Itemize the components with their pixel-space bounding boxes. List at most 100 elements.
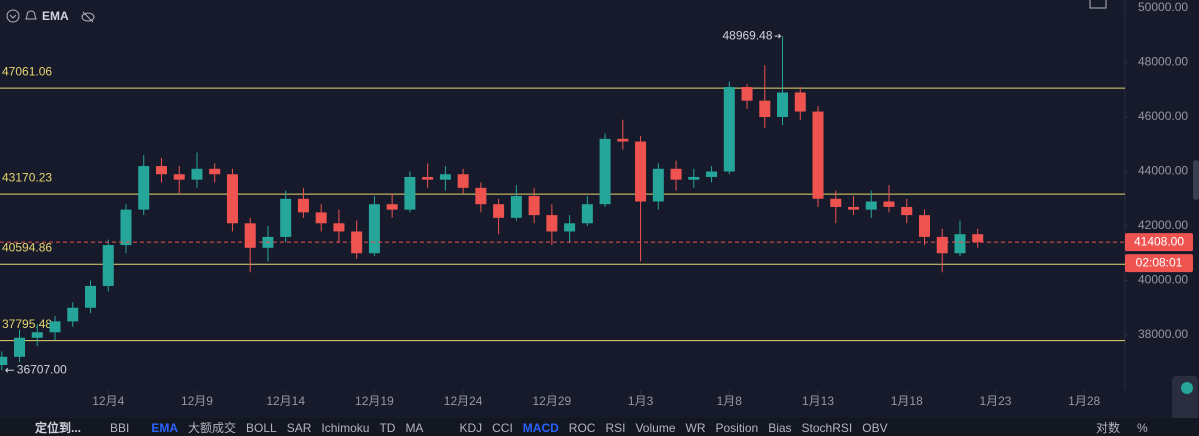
indicator-button[interactable]: 大额成交 bbox=[188, 420, 236, 435]
candle-body bbox=[155, 166, 167, 175]
collapse-arrow bbox=[9, 14, 17, 19]
price-level-label: 43170.23 bbox=[2, 170, 52, 184]
y-tick-label: 40000.00 bbox=[1138, 273, 1188, 287]
x-tick-label: 12月19 bbox=[355, 394, 394, 408]
percent-toggle[interactable]: % bbox=[1137, 421, 1148, 435]
candle-body bbox=[315, 212, 327, 224]
candle-body bbox=[333, 223, 345, 232]
price-level-label: 37795.48 bbox=[2, 317, 52, 331]
candle-body bbox=[209, 168, 221, 175]
x-tick-label: 12月14 bbox=[266, 394, 305, 408]
indicator-button[interactable]: TD bbox=[379, 421, 395, 435]
indicator-label[interactable]: EMA bbox=[42, 9, 69, 23]
candle-body bbox=[49, 321, 61, 333]
toolbar bbox=[0, 418, 1199, 436]
candle-body bbox=[830, 198, 842, 207]
candle-body bbox=[688, 176, 700, 180]
x-tick-label: 1月28 bbox=[1068, 394, 1100, 408]
x-tick-label: 1月23 bbox=[979, 394, 1011, 408]
indicator-button[interactable]: Ichimoku bbox=[321, 421, 369, 435]
y-tick-label: 42000.00 bbox=[1138, 218, 1188, 232]
countdown-label: 02:08:01 bbox=[1136, 255, 1183, 269]
candle-body bbox=[191, 168, 203, 180]
candle-body bbox=[652, 168, 664, 202]
candle-body bbox=[102, 245, 114, 286]
candle-body bbox=[812, 111, 824, 199]
candle-body bbox=[173, 174, 185, 180]
locate-button[interactable]: 定位到... bbox=[35, 420, 81, 435]
indicator-button[interactable]: WR bbox=[686, 421, 706, 435]
x-tick-label: 12月29 bbox=[533, 394, 572, 408]
candle-body bbox=[599, 138, 611, 205]
candle-body bbox=[226, 174, 238, 224]
candle-body bbox=[901, 206, 913, 216]
candle-body bbox=[67, 307, 79, 322]
indicator-button[interactable]: MA bbox=[405, 421, 423, 435]
candle-body bbox=[351, 231, 363, 254]
indicator-button[interactable]: BOLL bbox=[246, 421, 277, 435]
candle-body bbox=[457, 174, 469, 188]
indicator-button[interactable]: OBV bbox=[862, 421, 887, 435]
candle-body bbox=[794, 92, 806, 112]
indicator-button[interactable]: Bias bbox=[768, 421, 791, 435]
candle-body bbox=[493, 204, 505, 218]
indicator-button[interactable]: Volume bbox=[635, 421, 675, 435]
hide-icon-slash bbox=[82, 11, 94, 23]
indicator-button[interactable]: RSI bbox=[605, 421, 625, 435]
candle-body bbox=[84, 285, 96, 308]
min-arrow bbox=[5, 367, 14, 373]
indicator-button[interactable]: BBI bbox=[110, 421, 129, 435]
y-tick-label: 48000.00 bbox=[1138, 55, 1188, 69]
candle-body bbox=[581, 204, 593, 224]
collapse-icon[interactable] bbox=[6, 9, 20, 23]
candle-body bbox=[706, 171, 718, 177]
indicator-button[interactable]: MACD bbox=[523, 421, 559, 435]
indicator-button[interactable]: KDJ bbox=[459, 421, 482, 435]
candle-body bbox=[918, 215, 930, 237]
x-tick-label: 1月18 bbox=[891, 394, 923, 408]
candle-body bbox=[865, 201, 877, 210]
last-price-label: 41408.00 bbox=[1134, 234, 1184, 248]
x-tick-label: 1月8 bbox=[717, 394, 743, 408]
candle-body bbox=[617, 138, 629, 142]
candle-body bbox=[297, 198, 309, 213]
y-tick-label: 50000.00 bbox=[1138, 0, 1188, 14]
candle-body bbox=[404, 176, 416, 210]
candle-body bbox=[635, 141, 647, 202]
x-tick-label: 12月9 bbox=[181, 394, 213, 408]
y-tick-label: 44000.00 bbox=[1138, 164, 1188, 178]
log-toggle[interactable]: 对数 bbox=[1096, 420, 1120, 435]
indicator-button[interactable]: CCI bbox=[492, 421, 513, 435]
last-price-box bbox=[1125, 233, 1193, 252]
candle-body bbox=[528, 196, 540, 216]
alert-icon[interactable] bbox=[25, 10, 37, 20]
max-annotation: 48969.48 bbox=[722, 28, 772, 42]
indicator-button[interactable]: ROC bbox=[569, 421, 596, 435]
candle-body bbox=[883, 201, 895, 207]
indicator-button[interactable]: Position bbox=[716, 421, 759, 435]
x-tick-label: 12月24 bbox=[444, 394, 483, 408]
price-level-label: 47061.06 bbox=[2, 64, 52, 78]
y-tick-label: 46000.00 bbox=[1138, 109, 1188, 123]
corner-button[interactable] bbox=[1089, 0, 1107, 9]
indicator-button[interactable]: StochRSI bbox=[802, 421, 853, 435]
candle-body bbox=[936, 236, 948, 254]
indicator-button[interactable]: EMA bbox=[151, 421, 178, 435]
candle-body bbox=[670, 168, 682, 180]
candle-body bbox=[386, 204, 398, 210]
candle-body bbox=[759, 100, 771, 118]
x-tick-label: 12月4 bbox=[92, 394, 124, 408]
candle-body bbox=[0, 356, 8, 365]
candle-body bbox=[120, 209, 132, 246]
countdown-box bbox=[1125, 254, 1193, 273]
hide-icon[interactable] bbox=[81, 12, 95, 22]
candle-body bbox=[564, 223, 576, 232]
candle-body bbox=[31, 332, 43, 338]
scroll-handle[interactable] bbox=[1193, 160, 1199, 200]
candle-body bbox=[439, 174, 451, 180]
max-arrow bbox=[774, 33, 782, 39]
indicator-button[interactable]: SAR bbox=[287, 421, 312, 435]
